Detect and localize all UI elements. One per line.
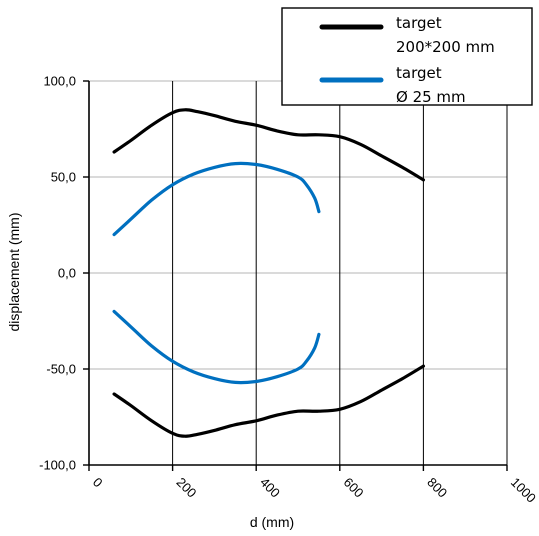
y-tick-label: 100,0 bbox=[43, 74, 76, 89]
legend-box bbox=[281, 7, 533, 106]
x-tick-label: 400 bbox=[257, 475, 283, 501]
y-axis-title: displacement (mm) bbox=[6, 212, 22, 331]
y-ticks: 100,0 50,0 0,0 -50,0 -100,0 bbox=[39, 74, 89, 473]
vertical-grid bbox=[172, 81, 508, 465]
y-tick-label: 50,0 bbox=[51, 170, 76, 185]
y-tick-label: -50,0 bbox=[46, 362, 76, 377]
x-axis-title: d (mm) bbox=[250, 514, 294, 530]
legend-label-2-line2: Ø 25 mm bbox=[396, 88, 466, 106]
series-line-3 bbox=[112, 161, 321, 237]
x-tick-label: 800 bbox=[424, 475, 450, 501]
series-line-2 bbox=[112, 364, 425, 438]
x-tick-label: 200 bbox=[173, 475, 199, 501]
series-line-1 bbox=[112, 108, 425, 182]
x-ticks: 0 200 400 600 800 1000 bbox=[88, 465, 539, 506]
legend-label-1-line2: 200*200 mm bbox=[396, 38, 495, 56]
legend-label-2-line1: target bbox=[396, 64, 442, 82]
legend-label-1-line1: target bbox=[396, 14, 442, 32]
x-tick-label: 600 bbox=[341, 475, 367, 501]
y-tick-label: 0,0 bbox=[58, 266, 76, 281]
series-line-4 bbox=[112, 309, 321, 385]
x-tick-label: 1000 bbox=[508, 475, 539, 506]
legend: target 200*200 mm target Ø 25 mm bbox=[281, 7, 533, 106]
series-lines bbox=[112, 108, 425, 438]
y-tick-label: -100,0 bbox=[39, 458, 76, 473]
x-tick-label: 0 bbox=[90, 475, 106, 491]
